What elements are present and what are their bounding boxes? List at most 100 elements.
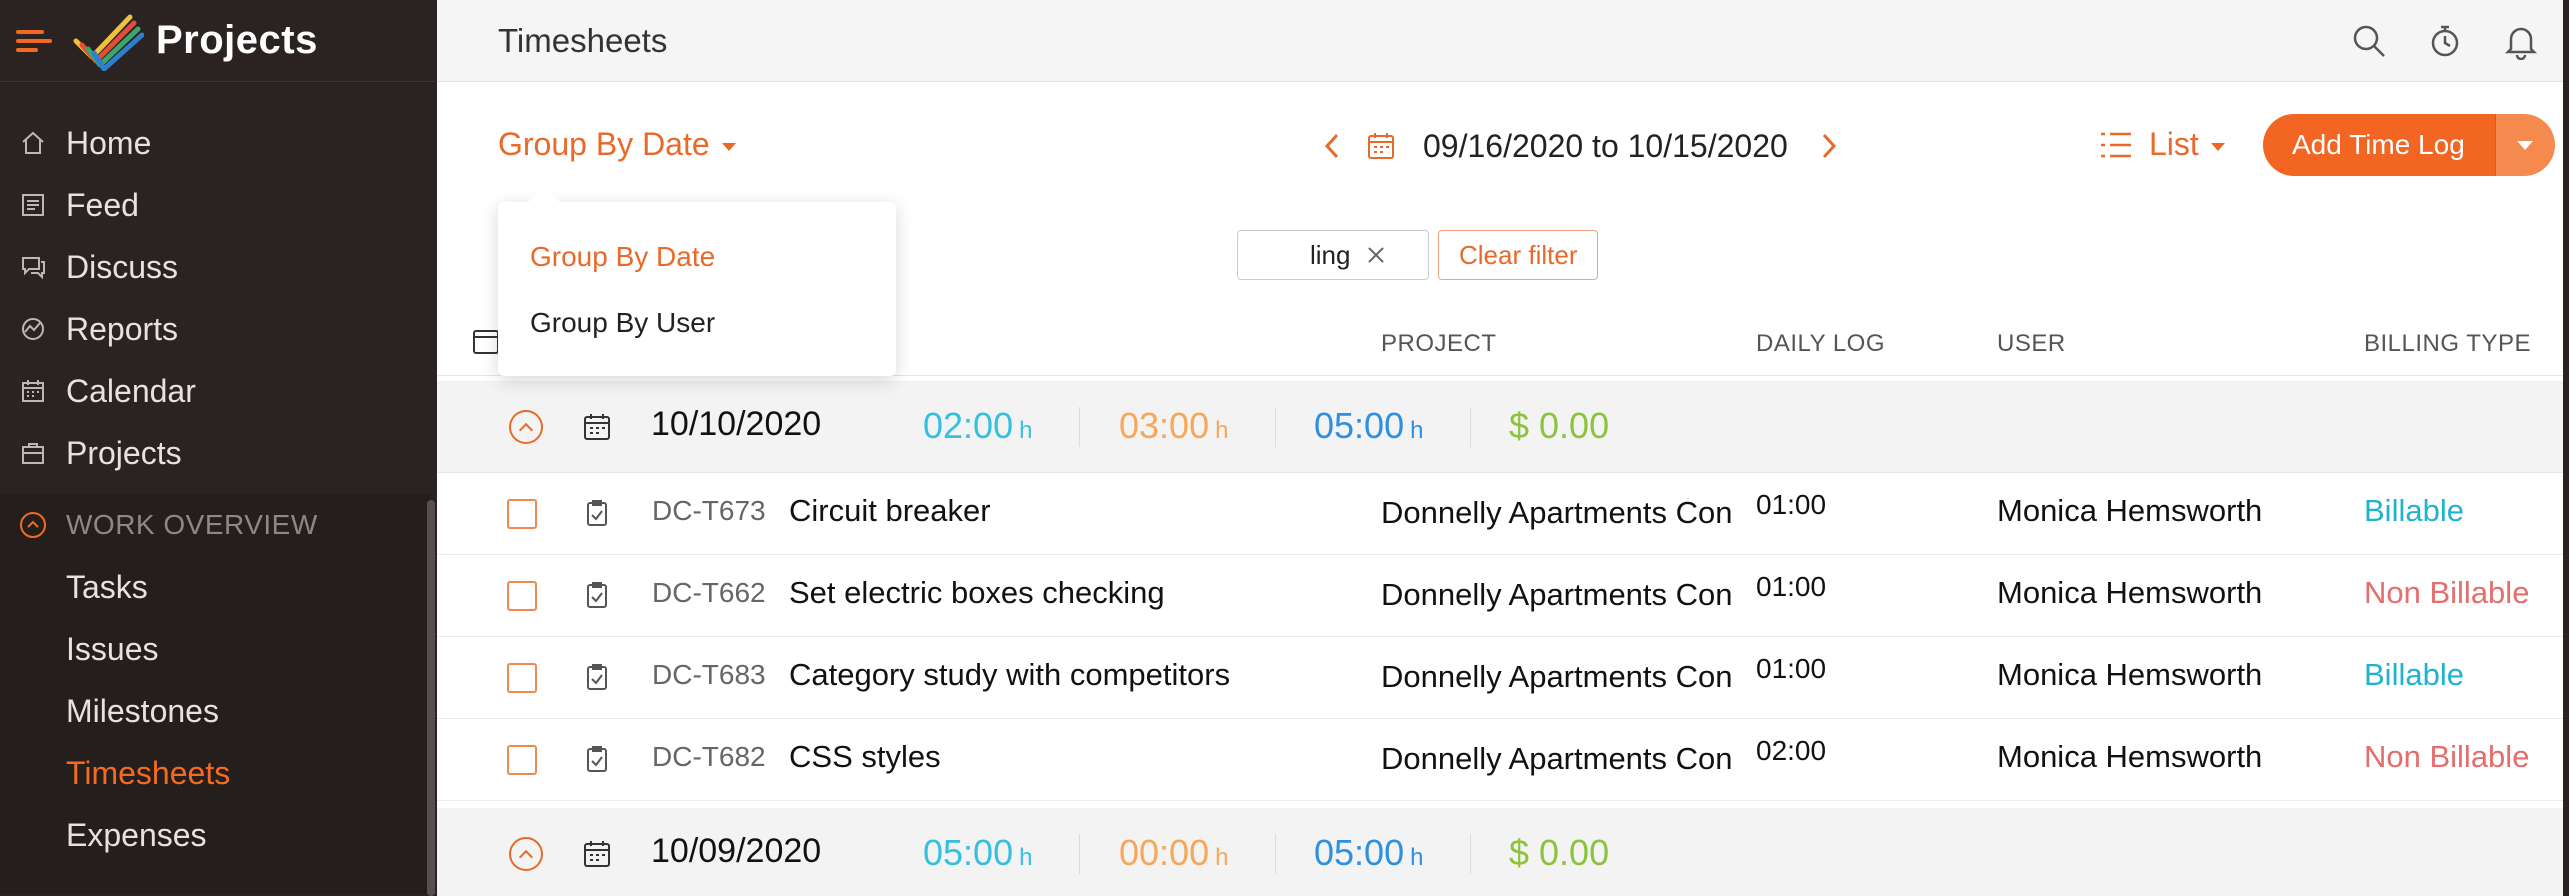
project-name[interactable]: Donnelly Apartments Cons [1381, 741, 1731, 776]
add-options-dropdown-button[interactable] [2494, 114, 2555, 176]
table-row[interactable]: DC-T662 Set electric boxes checking Donn… [437, 555, 2569, 637]
table-row[interactable]: DC-T673 Circuit breaker Donnelly Apartme… [437, 473, 2569, 555]
reports-icon [18, 314, 48, 344]
divider [1275, 407, 1276, 447]
task-key[interactable]: DC-T673 [652, 495, 766, 526]
row-checkbox[interactable] [507, 663, 537, 693]
top-bar: Timesheets [437, 0, 2569, 82]
calendar-icon [18, 376, 48, 406]
sidebar-item-feed[interactable]: Feed [0, 174, 437, 236]
sidebar-item-label: Discuss [66, 248, 179, 285]
sidebar-item-projects[interactable]: Projects [0, 422, 437, 484]
group-date: 10/10/2020 [651, 405, 822, 443]
column-header-billing-type[interactable]: BILLING TYPE [2364, 330, 2531, 357]
sidebar-item-label: Calendar [66, 372, 196, 409]
calendar-icon [584, 841, 610, 867]
sidebar-item-calendar[interactable]: Calendar [0, 360, 437, 422]
user-name: Monica Hemsworth [1997, 739, 2263, 774]
sidebar-item-discuss[interactable]: Discuss [0, 236, 437, 298]
column-header-project[interactable]: PROJECT [1381, 330, 1497, 357]
divider [1275, 834, 1276, 874]
search-icon[interactable] [2331, 0, 2407, 82]
work-overview-section: WORK OVERVIEW Tasks Issues Milestones Ti… [0, 494, 430, 894]
sidebar-item-timesheets[interactable]: Timesheets [66, 754, 231, 791]
menu-item-group-by-user[interactable]: Group By User [530, 307, 716, 338]
date-group-row: 10/09/2020 05:00 h 00:00 h 05:00 h $ 0.00 [437, 808, 2569, 896]
sidebar-item-issues[interactable]: Issues [66, 630, 159, 667]
section-title: WORK OVERVIEW [66, 509, 318, 540]
page-title: Timesheets [498, 21, 668, 59]
chevron-down-icon [2517, 140, 2534, 150]
sidebar-item-expenses[interactable]: Expenses [66, 816, 207, 853]
date-range[interactable]: 09/16/2020 to 10/15/2020 [1423, 127, 1788, 164]
sidebar-item-label: Projects [66, 434, 182, 471]
next-period-button[interactable] [1814, 126, 1844, 166]
top-icons [2331, 0, 2569, 82]
task-clipboard-icon [587, 582, 607, 608]
view-switcher[interactable]: List [2099, 126, 2225, 163]
add-time-log-button-group: Add Time Log [2263, 114, 2555, 176]
billable-hours: 02:00 h [923, 405, 1033, 446]
total-hours: 05:00 h [1314, 405, 1424, 446]
sidebar-item-tasks[interactable]: Tasks [66, 568, 148, 605]
column-header-daily-log[interactable]: DAILY LOG [1756, 330, 1885, 357]
menu-item-group-by-date[interactable]: Group By Date [530, 241, 716, 272]
task-clipboard-icon [587, 500, 607, 526]
filter-chip-label: ling [1310, 239, 1351, 270]
project-name[interactable]: Donnelly Apartments Cons [1381, 659, 1731, 694]
daily-log: 01:00 [1756, 489, 1827, 520]
view-label: List [2149, 126, 2199, 162]
projects-logo-icon [73, 14, 144, 71]
billing-type: Non Billable [2364, 739, 2530, 774]
sidebar-nav: Home Feed Discuss Reports Calendar Proje… [0, 82, 437, 484]
row-checkbox[interactable] [507, 499, 537, 529]
task-name[interactable]: Circuit breaker [789, 493, 991, 528]
divider [1079, 407, 1080, 447]
task-key[interactable]: DC-T682 [652, 741, 766, 772]
divider [1470, 407, 1471, 447]
daily-log: 01:00 [1756, 653, 1827, 684]
brand-bar: Projects [0, 0, 437, 82]
column-header-user[interactable]: USER [1997, 330, 2066, 357]
divider [1079, 834, 1080, 874]
sidebar-item-home[interactable]: Home [0, 112, 437, 174]
home-icon [18, 128, 48, 158]
sidebar-item-milestones[interactable]: Milestones [66, 692, 219, 729]
user-name: Monica Hemsworth [1997, 575, 2263, 610]
collapse-group-icon[interactable] [509, 837, 543, 871]
calendar-icon [584, 414, 610, 440]
timer-icon[interactable] [2407, 0, 2483, 82]
project-name[interactable]: Donnelly Apartments Cons [1381, 495, 1731, 530]
brand-name: Projects [156, 18, 318, 62]
table-row[interactable]: DC-T682 CSS styles Donnelly Apartments C… [437, 719, 2569, 801]
feed-icon [18, 190, 48, 220]
task-key[interactable]: DC-T683 [652, 659, 766, 690]
group-by-dropdown[interactable]: Group By Date [498, 126, 736, 163]
work-overview-header[interactable]: WORK OVERVIEW [0, 494, 430, 556]
task-key[interactable]: DC-T662 [652, 577, 766, 608]
task-name[interactable]: Category study with competitors [789, 657, 1231, 692]
notification-bell-icon[interactable] [2483, 0, 2559, 82]
sidebar: Projects Home Feed Discuss Reports Calen… [0, 0, 437, 896]
project-name[interactable]: Donnelly Apartments Cons [1381, 577, 1731, 612]
previous-period-button[interactable] [1317, 126, 1347, 166]
task-name[interactable]: CSS styles [789, 739, 941, 774]
sidebar-scrollbar[interactable] [427, 500, 435, 896]
task-name[interactable]: Set electric boxes checking [789, 575, 1165, 610]
row-checkbox[interactable] [507, 745, 537, 775]
collapse-group-icon[interactable] [509, 410, 543, 444]
clear-filter-button[interactable]: Clear filter [1438, 230, 1599, 280]
billable-hours: 05:00 h [923, 832, 1033, 873]
row-checkbox[interactable] [507, 581, 537, 611]
hamburger-menu-icon[interactable] [16, 28, 52, 54]
window-edge [2563, 0, 2569, 896]
sidebar-item-reports[interactable]: Reports [0, 298, 437, 360]
task-clipboard-icon [587, 746, 607, 772]
billing-type: Billable [2364, 493, 2464, 528]
close-icon[interactable] [1366, 245, 1386, 265]
add-time-log-button[interactable]: Add Time Log [2263, 114, 2495, 176]
date-picker-calendar-icon[interactable] [1361, 126, 1401, 166]
group-by-menu: Group By Date Group By User [498, 188, 896, 376]
table-row[interactable]: DC-T683 Category study with competitors … [437, 637, 2569, 719]
user-name: Monica Hemsworth [1997, 657, 2263, 692]
